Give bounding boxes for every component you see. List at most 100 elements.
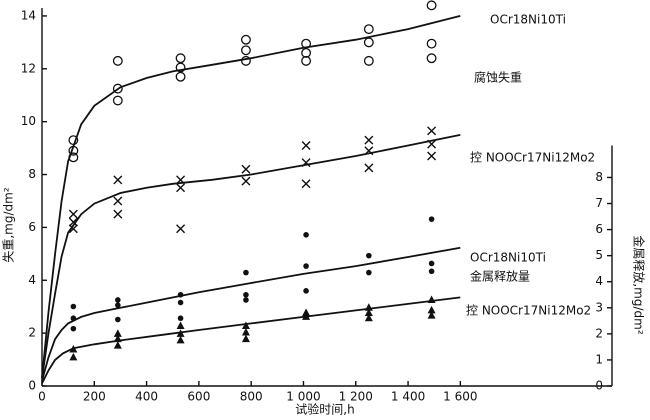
dot-point — [366, 269, 372, 276]
cross-point — [68, 224, 78, 234]
annotation: OCr18Ni10Ti — [470, 251, 546, 265]
y2-tick-label: 4 — [595, 274, 603, 288]
dot-point — [70, 303, 77, 310]
dot-point — [115, 297, 121, 303]
circle-point — [240, 34, 251, 45]
triangle-point — [241, 328, 250, 336]
y2-tick-label: 2 — [595, 326, 603, 340]
dot-point — [303, 263, 309, 269]
dot-point — [428, 216, 435, 222]
cross-point — [176, 224, 186, 234]
circle-point — [301, 47, 312, 58]
triangle-point — [302, 308, 311, 317]
triangle-point — [113, 329, 122, 337]
cross-point — [68, 209, 78, 219]
dot-point — [303, 288, 309, 294]
x-tick-label: 1 000 — [286, 390, 320, 404]
circle-point — [426, 53, 437, 64]
y-tick-label: 12 — [21, 61, 36, 75]
cross-point — [241, 164, 251, 174]
y2-tick-label: 7 — [595, 196, 603, 210]
x-tick-label: 400 — [135, 390, 158, 404]
fit-curve — [41, 134, 461, 379]
dot-point — [243, 291, 249, 298]
annotation: 腐蚀失重 — [474, 70, 522, 85]
circle-point — [363, 55, 374, 66]
circle-point — [175, 71, 186, 82]
circle-point — [363, 24, 374, 35]
y-tick-label: 0 — [28, 379, 36, 393]
circle-point — [426, 38, 437, 49]
y2-tick-label: 1 — [595, 352, 603, 366]
circle-point — [363, 37, 374, 48]
circle-point — [112, 95, 123, 106]
circle-point — [112, 55, 123, 66]
annotation: 金属释放量 — [470, 269, 530, 284]
dot-point — [115, 302, 121, 308]
triangle-point — [113, 341, 122, 349]
dot-point — [243, 269, 249, 276]
x-tick-label: 200 — [83, 390, 106, 404]
dot-point — [115, 316, 121, 323]
y2-axis-label: 金属释放,mg/dm² — [632, 235, 647, 334]
circle-point — [240, 55, 251, 66]
cross-point — [301, 179, 311, 189]
circle-point — [240, 45, 251, 56]
cross-point — [427, 126, 437, 136]
x-tick-label: 0 — [38, 390, 46, 404]
y2-tick-label: 6 — [595, 222, 603, 236]
triangle-point — [427, 311, 436, 319]
triangle-point — [69, 352, 78, 361]
y2-tick-label: 0 — [595, 379, 603, 393]
y-axis-label: 失重,mg/dm² — [1, 187, 16, 262]
dot-point — [366, 252, 372, 259]
cross-point — [427, 151, 437, 161]
triangle-point — [176, 335, 185, 344]
dot-point — [177, 315, 184, 322]
y-tick-label: 10 — [21, 114, 36, 128]
triangle-point — [241, 334, 250, 343]
cross-point — [364, 135, 374, 145]
x-tick-label: 800 — [240, 390, 263, 404]
triangle-point — [364, 308, 373, 317]
triangle-point — [241, 321, 250, 330]
dot-point — [428, 260, 435, 267]
y-tick-label: 14 — [21, 8, 36, 22]
circle-point — [175, 62, 186, 73]
triangle-point — [364, 313, 373, 322]
circle-point — [175, 53, 186, 64]
fit-curve — [41, 296, 461, 384]
annotation: 控 NOOCr17Ni12Mo2 — [466, 304, 591, 318]
x-tick-label: 1 400 — [391, 390, 425, 404]
x-tick-label: 1 600 — [443, 390, 477, 404]
cross-point — [301, 140, 311, 150]
cross-point — [176, 183, 186, 193]
y2-tick-label: 8 — [595, 170, 603, 184]
circle-point — [112, 83, 123, 94]
cross-point — [364, 163, 374, 173]
annotation: OCr18Ni10Ti — [490, 13, 566, 27]
cross-point — [113, 196, 123, 206]
cross-point — [68, 217, 78, 227]
dot-point — [428, 268, 435, 275]
dot-point — [303, 232, 309, 238]
y2-tick-label: 3 — [595, 300, 603, 314]
x-tick-label: 600 — [187, 390, 210, 404]
circle-point — [426, 0, 437, 11]
fit-curve — [41, 15, 461, 379]
y-tick-label: 8 — [28, 167, 36, 181]
triangle-point — [176, 321, 185, 330]
cross-point — [113, 209, 123, 219]
y-tick-label: 2 — [28, 326, 36, 340]
annotation: 控 NOOCr17Ni12Mo2 — [470, 151, 595, 165]
dot-point — [70, 325, 77, 332]
x-tick-label: 1 200 — [339, 390, 373, 404]
y-tick-label: 4 — [28, 273, 36, 287]
dot-point — [177, 299, 184, 306]
cross-point — [113, 175, 123, 185]
dot-point — [243, 297, 249, 303]
y-tick-label: 6 — [28, 220, 36, 234]
cross-point — [241, 176, 251, 186]
